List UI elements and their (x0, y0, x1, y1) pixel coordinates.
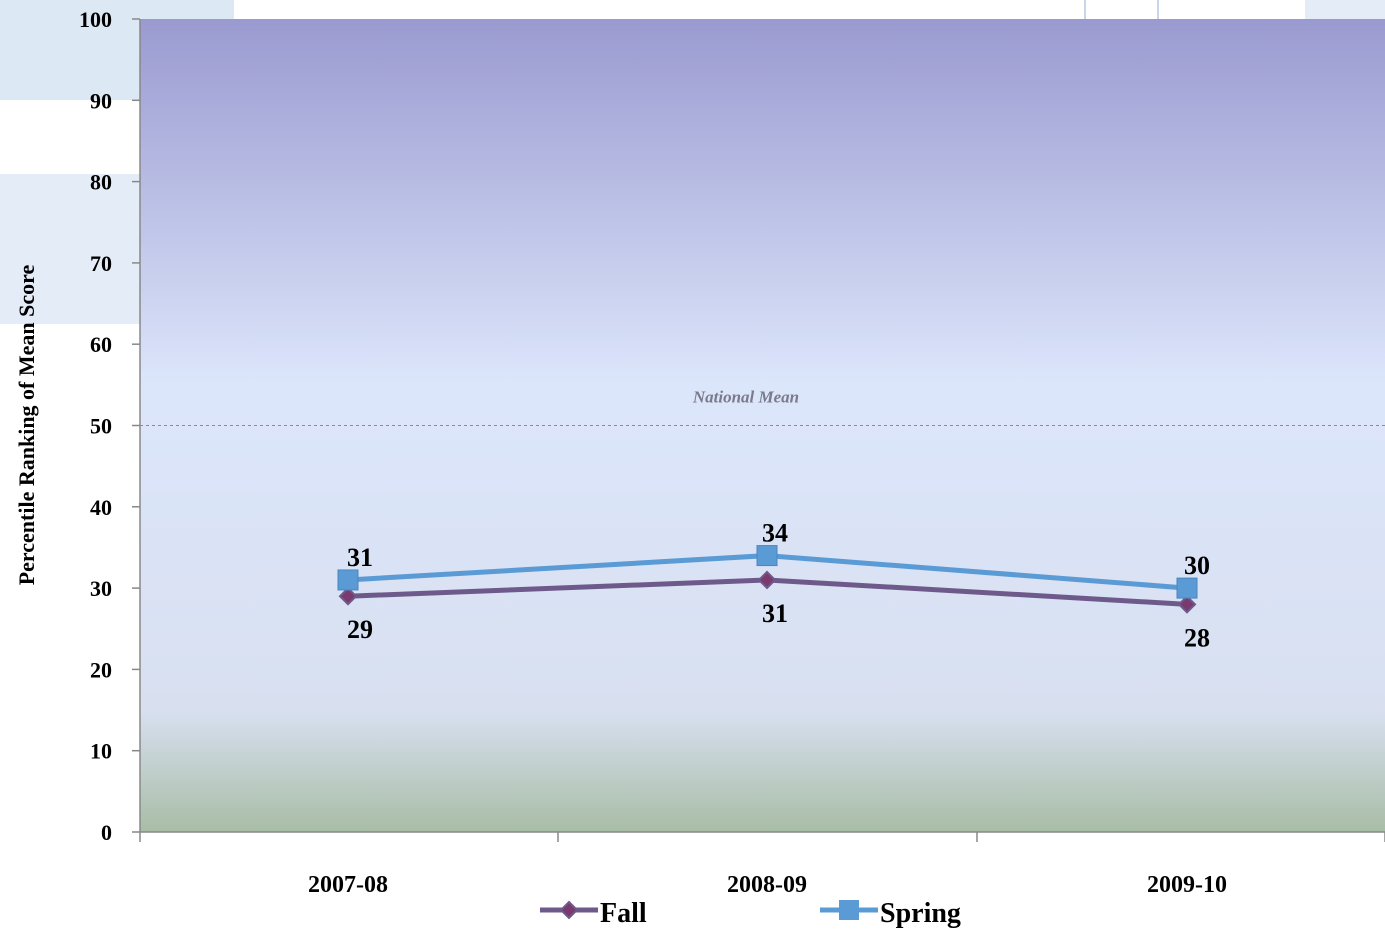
x-tick-label: 2008-09 (727, 872, 807, 898)
data-point (757, 570, 777, 590)
y-tick-label: 10 (90, 739, 112, 764)
legend-label: Spring (880, 898, 961, 929)
plot-area (140, 19, 1385, 832)
legend-label: Fall (600, 898, 647, 929)
y-tick-label: 60 (90, 332, 112, 357)
data-label: 30 (1184, 551, 1210, 580)
data-point (337, 569, 359, 591)
y-tick-label: 20 (90, 657, 112, 682)
y-tick-label: 40 (90, 495, 112, 520)
series-layer: 29 31 28 31 34 30 (337, 519, 1210, 652)
data-label: 31 (762, 599, 788, 628)
x-tick-label: 2007-08 (308, 872, 388, 898)
y-tick-label: 100 (79, 7, 112, 32)
series-spring: 31 34 30 (337, 519, 1210, 599)
data-label: 28 (1184, 623, 1210, 652)
national-mean-reference: National Mean (140, 388, 1385, 426)
data-point (756, 545, 778, 567)
legend-marker (559, 900, 579, 920)
x-axis: 2007-08 2008-09 2009-10 (139, 831, 1385, 898)
legend-item-fall: Fall (540, 898, 647, 929)
reference-line-label: National Mean (692, 388, 799, 407)
data-point (1176, 577, 1198, 599)
legend-item-spring: Spring (820, 898, 961, 929)
y-tick-label: 50 (90, 414, 112, 439)
series-fall: 29 31 28 (338, 570, 1210, 652)
legend: Fall Spring (540, 898, 961, 929)
legend-marker (839, 900, 859, 920)
data-label: 31 (347, 543, 373, 572)
data-label: 34 (762, 519, 788, 548)
y-tick-label: 0 (101, 820, 112, 845)
y-axis: 0 10 20 30 40 50 60 70 80 90 100 (79, 7, 141, 845)
data-label: 29 (347, 615, 373, 644)
x-tick-label: 2009-10 (1147, 872, 1227, 898)
y-axis-title: Percentile Ranking of Mean Score (14, 264, 39, 585)
y-tick-label: 80 (90, 170, 112, 195)
y-tick-label: 70 (90, 251, 112, 276)
y-tick-label: 90 (90, 88, 112, 113)
data-point (1177, 594, 1197, 614)
y-tick-label: 30 (90, 576, 112, 601)
data-point (338, 586, 358, 606)
